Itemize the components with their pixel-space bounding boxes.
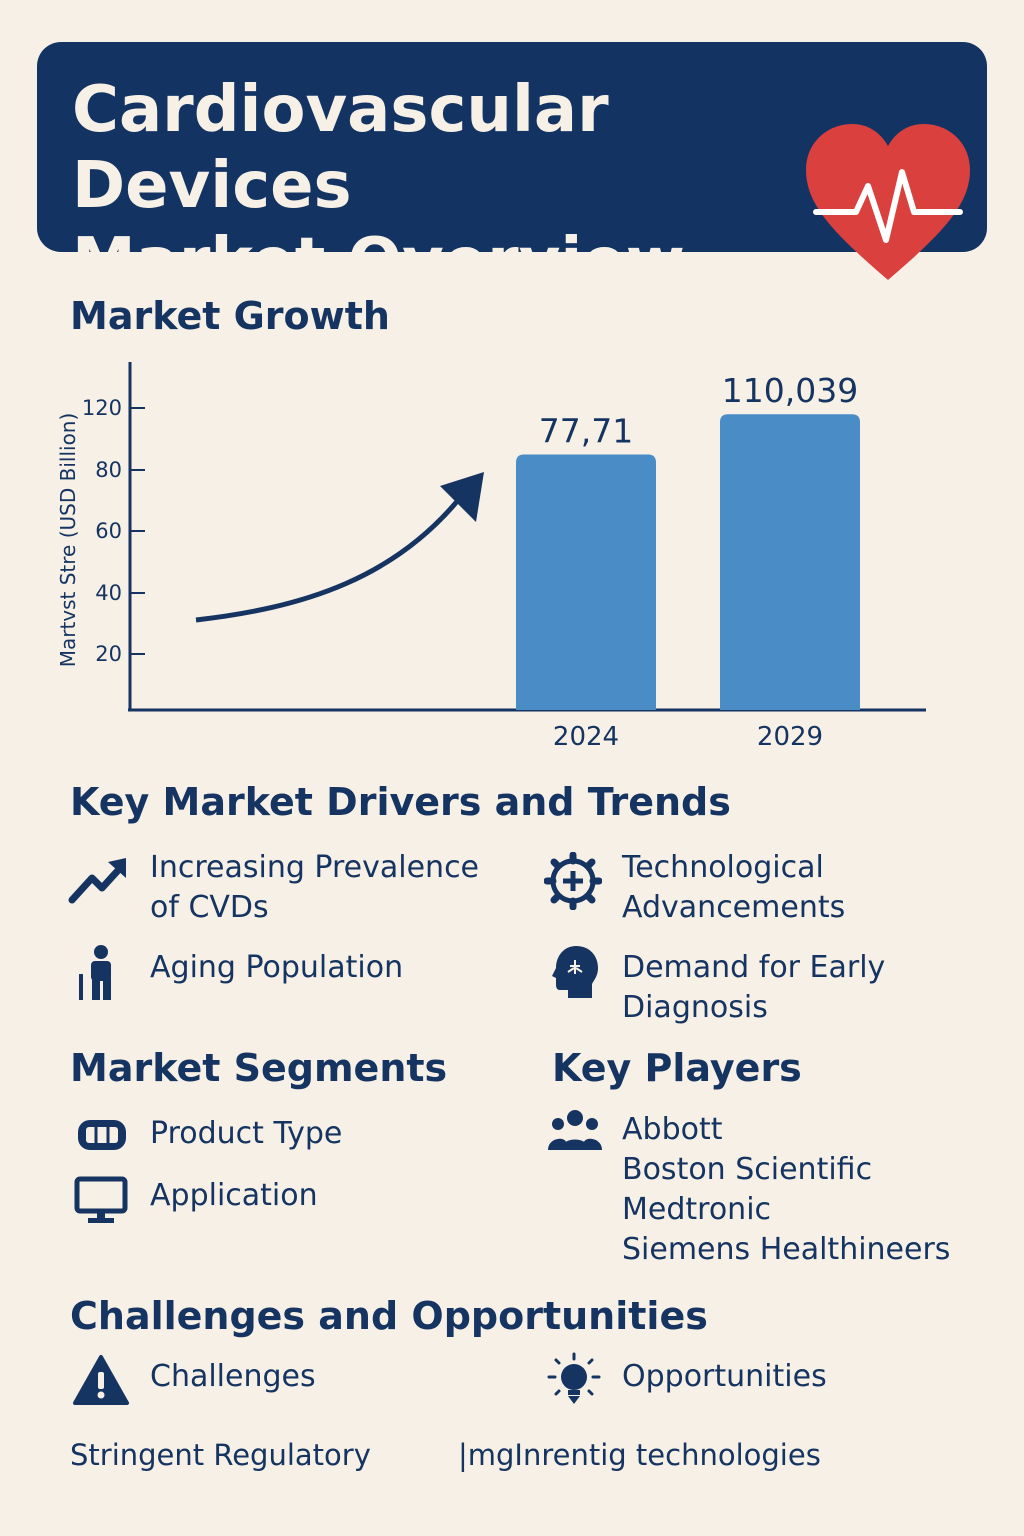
challenges-label: Challenges <box>150 1359 316 1394</box>
driver-item-early-diagnosis: Demand for Early Diagnosis <box>622 948 885 1028</box>
bar-2029 <box>720 414 860 710</box>
y-tick-label: 20 <box>95 642 122 666</box>
driver-technology-line1: Technological <box>622 850 824 885</box>
heart-pulse-icon <box>806 124 970 280</box>
market-growth-heading: Market Growth <box>70 294 390 338</box>
warning-icon <box>73 1355 129 1405</box>
y-tick-label: 120 <box>82 396 122 420</box>
player-name: Siemens Healthineers <box>622 1232 951 1267</box>
segment-product-type: Product Type <box>150 1116 343 1151</box>
y-tick-label: 40 <box>95 581 122 605</box>
player-name: Medtronic <box>622 1192 772 1227</box>
market-growth-chart: 20 40 60 80 120 77,71 2024 110,039 2029 <box>82 362 926 752</box>
driver-diagnosis-line2: Diagnosis <box>622 990 768 1025</box>
driver-diagnosis-line1: Demand for Early <box>622 950 886 985</box>
page-title: Cardiovascular Devices Market Overview <box>72 72 872 300</box>
growth-arrow-curve <box>195 483 473 623</box>
device-icon <box>78 1120 126 1150</box>
title-line-1: Cardiovascular Devices <box>72 73 609 223</box>
growth-arrowhead <box>440 472 484 522</box>
challenge-detail: Stringent Regulatory <box>70 1438 371 1472</box>
lightbulb-icon <box>547 1352 601 1404</box>
driver-item-prevalence: Increasing Prevalence of CVDs <box>150 848 479 928</box>
driver-item-technology: Technological Advancements <box>622 848 845 928</box>
y-tick-label: 60 <box>95 519 122 543</box>
opportunities-label: Opportunities <box>622 1359 827 1394</box>
group-icon <box>548 1110 602 1150</box>
y-tick-label: 80 <box>95 458 122 482</box>
segments-heading: Market Segments <box>70 1046 448 1090</box>
drivers-heading: Key Market Drivers and Trends <box>70 780 731 824</box>
driver-technology-line2: Advancements <box>622 890 846 925</box>
bar-2024 <box>516 454 656 710</box>
trend-up-icon <box>68 858 126 904</box>
bar-value-label: 110,039 <box>722 371 858 410</box>
y-axis-label: Martvst Stre (USD Billion) <box>56 412 80 668</box>
elderly-person-icon <box>79 945 111 1000</box>
driver-item-aging: Aging Population <box>150 950 404 985</box>
players-list: Abbott Boston Scientific Medtronic Sieme… <box>622 1110 950 1270</box>
players-heading: Key Players <box>552 1046 802 1090</box>
bar-value-label: 77,71 <box>539 412 633 451</box>
x-tick-label: 2024 <box>553 722 619 752</box>
opportunity-detail: |mgInrentig technologies <box>458 1438 821 1472</box>
segment-application: Application <box>150 1178 318 1213</box>
driver-prevalence-line2: of CVDs <box>150 890 269 925</box>
title-line-2: Market Overview <box>72 225 685 299</box>
x-tick-label: 2029 <box>757 722 823 752</box>
gear-plus-icon <box>544 852 602 910</box>
driver-prevalence-line1: Increasing Prevalence <box>150 850 480 885</box>
head-brain-icon <box>552 946 598 998</box>
player-name: Boston Scientific <box>622 1152 873 1187</box>
monitor-icon <box>74 1176 128 1223</box>
player-name: Abbott <box>622 1112 723 1147</box>
challenges-heading: Challenges and Opportunities <box>70 1294 708 1338</box>
